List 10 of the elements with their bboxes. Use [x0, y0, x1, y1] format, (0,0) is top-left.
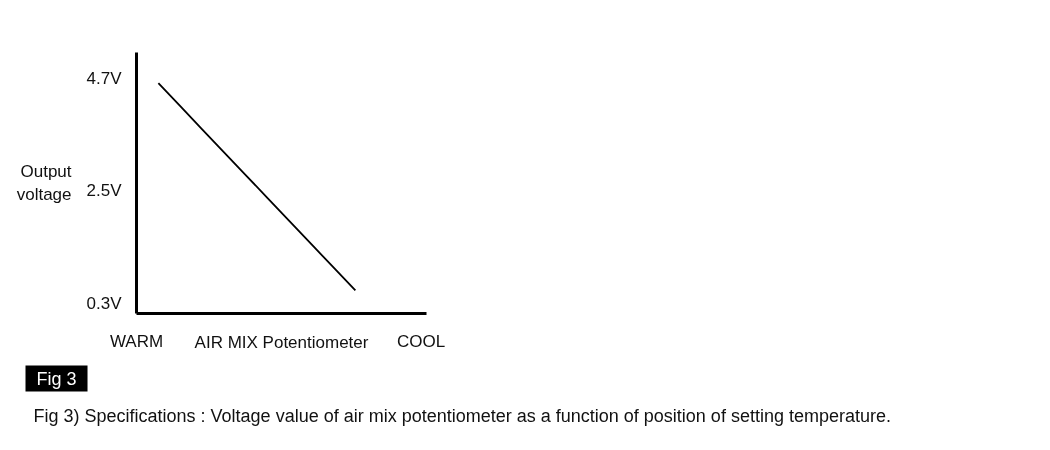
caption: Fig 3 [36, 368, 77, 389]
y-tick-label: 4.7V [86, 68, 123, 88]
caption: Fig 3) Specifications : Voltage value of air mix potentiometer as a function of position of setting temperature. [33, 405, 891, 426]
x-axis-title: AIR MIX Potentiometer [194, 332, 369, 352]
y-axis-title: Output voltage [16, 162, 72, 204]
y-tick-label: 2.5V [86, 181, 123, 201]
x-tick-label: COOL [396, 331, 446, 351]
x-tick-label: WARM [109, 331, 164, 351]
line-series [157, 82, 357, 292]
y-tick-label: 0.3V [86, 293, 123, 313]
